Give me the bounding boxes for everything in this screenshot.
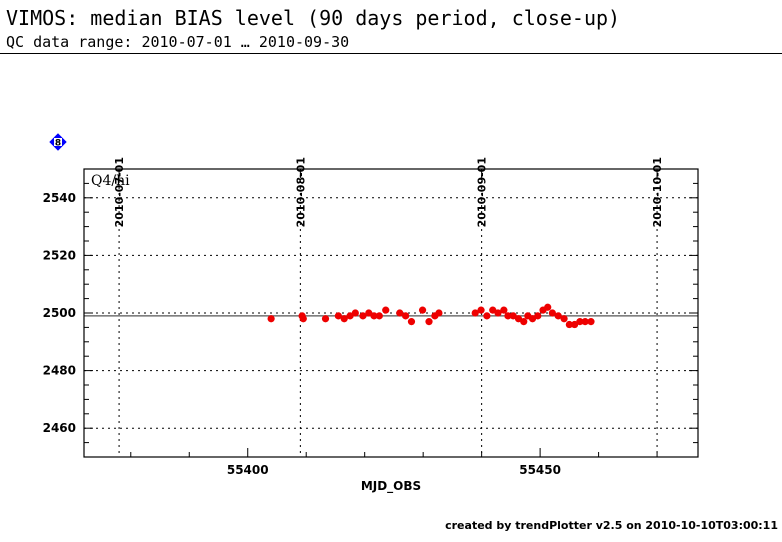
date-tick-label: 2010-07-01 <box>113 157 126 227</box>
data-point <box>565 320 573 329</box>
date-tick-label: 2010-09-01 <box>476 157 489 227</box>
data-point <box>370 312 378 320</box>
data-point <box>321 315 330 323</box>
data-point <box>299 315 307 323</box>
data-point <box>407 318 416 326</box>
footer-credit: created by trendPlotter v2.5 on 2010-10-… <box>445 519 778 532</box>
header-separator <box>0 53 782 54</box>
data-point <box>494 309 502 317</box>
data-point <box>435 309 443 317</box>
data-point <box>509 312 517 320</box>
data-point <box>504 312 512 320</box>
data-point <box>418 306 427 314</box>
data-point <box>334 312 342 320</box>
data-point <box>560 315 568 323</box>
data-point <box>489 306 497 314</box>
data-point <box>471 309 479 317</box>
data-point <box>514 315 523 323</box>
data-point <box>587 318 595 326</box>
date-tick-label: 2010-08-01 <box>294 157 307 227</box>
report-marker-label: 8 <box>55 139 61 149</box>
data-point <box>554 312 562 320</box>
data-point <box>520 318 528 326</box>
data-point <box>382 306 390 314</box>
data-point <box>359 312 367 320</box>
x-axis-title: MJD_OBS <box>361 479 421 494</box>
data-point <box>581 318 589 326</box>
data-point <box>483 312 491 320</box>
x-tick-label: 55450 <box>519 463 561 477</box>
data-point <box>351 309 359 317</box>
data-point <box>500 306 508 314</box>
data-point <box>534 312 542 320</box>
data-point <box>375 312 383 320</box>
data-point <box>402 312 410 320</box>
x-tick-label: 55400 <box>227 463 269 477</box>
date-tick-label: 2010-10-01 <box>651 157 664 227</box>
y-tick-label: 2460 <box>43 421 76 435</box>
data-point <box>576 318 584 326</box>
data-point <box>477 306 485 314</box>
y-tick-label: 2520 <box>43 248 76 262</box>
data-point <box>396 309 404 317</box>
data-point <box>267 315 275 323</box>
data-point <box>528 315 537 323</box>
data-point <box>365 309 373 317</box>
y-tick-label: 2500 <box>43 306 76 320</box>
y-tick-label: 2540 <box>43 191 76 205</box>
data-point <box>548 309 556 317</box>
data-point <box>544 303 552 311</box>
data-point <box>425 318 433 326</box>
panel-label: Q4/hi <box>91 173 130 189</box>
chart-subtitle: QC data range: 2010-07-01 … 2010-09-30 <box>6 33 350 51</box>
y-tick-label: 2480 <box>43 364 76 378</box>
data-point <box>571 320 579 329</box>
chart-title: VIMOS: median BIAS level (90 days period… <box>6 6 621 30</box>
report-marker-icon: 8 <box>49 133 67 151</box>
data-point <box>346 312 354 320</box>
data-point <box>340 315 348 323</box>
